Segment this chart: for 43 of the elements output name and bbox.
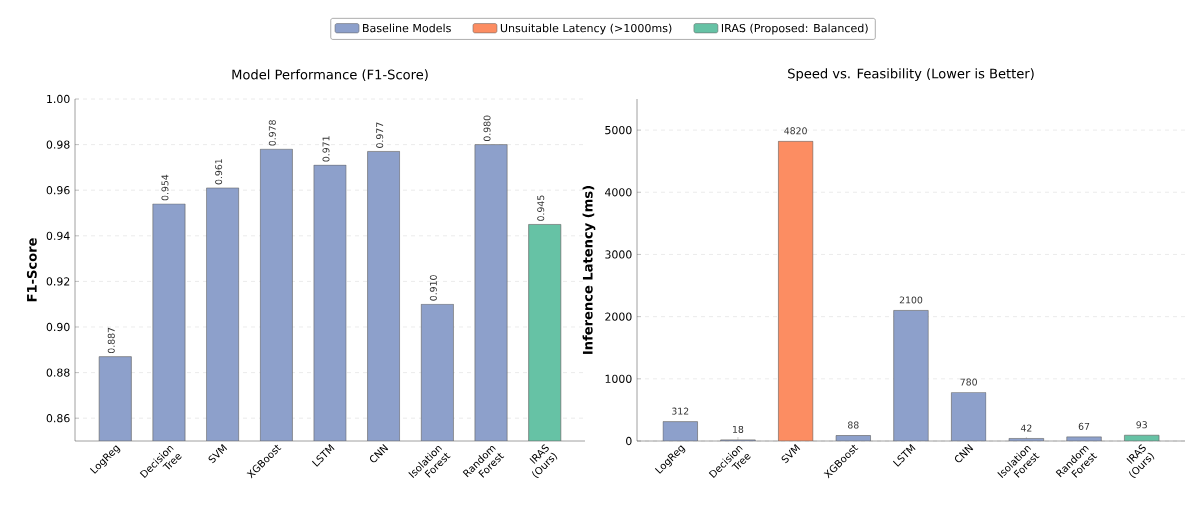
chart-title: Model Performance (F1-Score): [232, 69, 428, 81]
y-tick-label: 1000: [605, 374, 632, 383]
data-label: 0.945: [537, 195, 545, 221]
legend-label: Unsuitable Latency (>1000ms): [500, 23, 672, 35]
y-tick-label: 5000: [605, 125, 632, 135]
bar: [777, 140, 814, 441]
legend-label: Baseline Models: [363, 23, 451, 33]
y-tick-label: 0.92: [46, 277, 70, 286]
data-label: 0.910: [429, 275, 437, 301]
data-label: 0.887: [107, 327, 115, 354]
data-label: 0.977: [376, 122, 384, 148]
y-axis-title: Inference Latency (ms): [582, 186, 596, 354]
y-tick-label: 0.98: [46, 140, 70, 149]
data-label: 42: [1020, 424, 1032, 432]
data-label: 0.961: [215, 159, 223, 185]
data-label: 0.980: [483, 115, 491, 142]
y-tick-label: 3000: [605, 250, 632, 259]
bar: [951, 392, 987, 441]
y-tick-label: 0.96: [46, 186, 70, 195]
chart-title: Speed vs. Feasibility (Lower is Better): [788, 68, 1034, 81]
y-tick-label: 4000: [605, 188, 632, 197]
data-label: 18: [733, 425, 744, 433]
data-label: 0.954: [161, 174, 169, 201]
y-tick-label: 0.94: [46, 231, 70, 240]
y-tick-label: 2000: [605, 312, 632, 321]
bar: [835, 435, 871, 441]
legend-label: IRAS (Proposed: Balanced): [721, 23, 868, 35]
data-label: 2100: [899, 296, 923, 304]
data-label: 0.978: [268, 120, 276, 146]
y-tick-label: 0.86: [46, 414, 70, 423]
y-tick-label: 0.90: [46, 322, 70, 332]
data-label: 780: [960, 378, 977, 386]
y-axis-title: F1-Score: [26, 238, 37, 302]
data-label: 312: [672, 407, 689, 415]
data-label: 0.971: [322, 136, 330, 162]
y-tick-label: 0.88: [46, 368, 70, 377]
bar: [893, 310, 929, 441]
data-label: 93: [1136, 421, 1147, 429]
y-tick-label: 1.00: [47, 94, 70, 104]
data-label: 67: [1078, 422, 1090, 430]
data-label: 4820: [784, 127, 807, 135]
data-label: 88: [848, 421, 859, 429]
y-tick-label: 0: [626, 436, 632, 446]
